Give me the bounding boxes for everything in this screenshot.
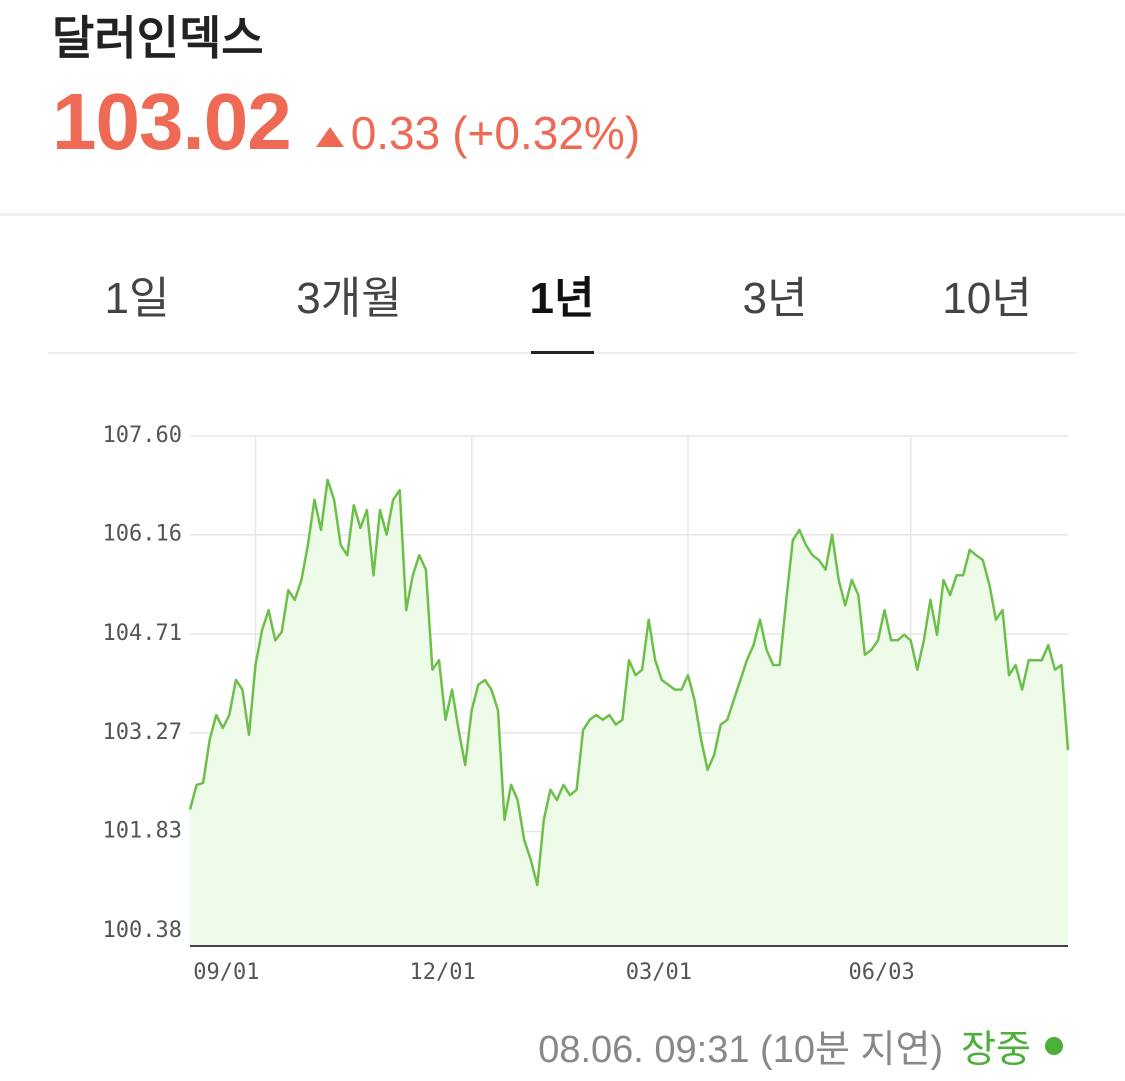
footer: 08.06. 09:31 (10분 지연) 장중 — [538, 1018, 1063, 1073]
chart: 107.60 106.16 104.71 103.27 101.83 100.38 09/0… — [103, 423, 1070, 985]
timestamp: 08.06. 09:31 (10분 지연) — [538, 1029, 944, 1071]
price: 103.02 — [52, 77, 292, 166]
tab[interactable]: 1일 — [104, 274, 170, 323]
up-arrow — [315, 127, 344, 147]
tab-indicator — [531, 351, 594, 354]
area — [190, 479, 1068, 946]
change-percent: (+0.32%) — [452, 107, 641, 159]
x-tick-label: 12/01 — [410, 960, 476, 985]
market-status: 장중 — [961, 1029, 1031, 1071]
tab[interactable]: 3년 — [742, 274, 808, 323]
x-tick-label: 06/03 — [849, 960, 915, 985]
tab-selected[interactable]: 1년 — [529, 274, 595, 323]
title: 달러인덱스 — [52, 12, 264, 64]
x-tick-label: 09/01 — [193, 960, 259, 985]
y-tick-label: 101.83 — [103, 819, 182, 844]
y-tick-label: 106.16 — [103, 522, 182, 547]
status-dot — [1045, 1036, 1063, 1055]
y-tick-label: 104.71 — [103, 621, 182, 646]
y-tick-label: 103.27 — [103, 720, 182, 745]
change: 0.33 (+0.32%) — [351, 106, 640, 160]
tab[interactable]: 3개월 — [296, 274, 402, 323]
divider — [0, 213, 1125, 216]
tab[interactable]: 10년 — [942, 274, 1032, 323]
change-value: 0.33 — [350, 107, 441, 159]
y-tick-label: 107.60 — [103, 423, 182, 448]
y-tick-label: 100.38 — [103, 918, 182, 943]
line — [188, 478, 1070, 887]
x-tick-label: 03/01 — [626, 960, 692, 985]
quote: 103.02 0.33 (+0.32%) — [52, 76, 640, 168]
